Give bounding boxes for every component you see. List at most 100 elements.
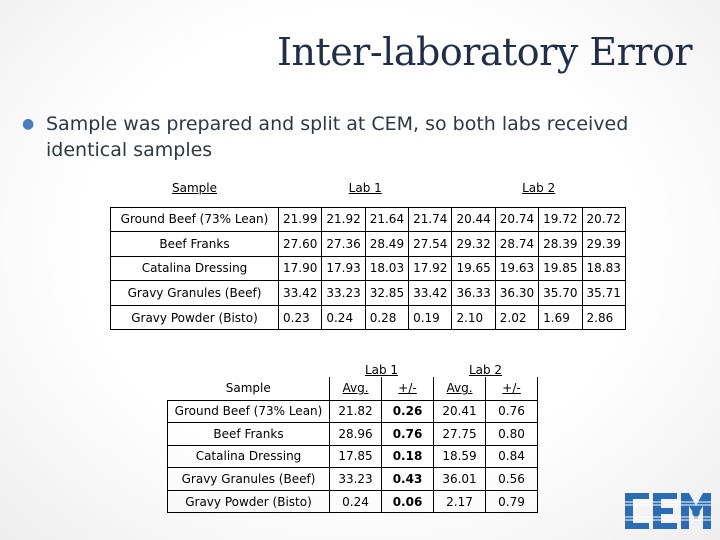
slide-title: Inter-laboratory Error <box>276 30 693 74</box>
lab2-value: 20.72 <box>581 206 626 233</box>
lab1-average: 33.23 <box>329 467 382 491</box>
sample-name: Gravy Granules (Beef) <box>110 280 279 306</box>
lab1-value: 21.64 <box>364 206 410 233</box>
lab2-value: 20.44 <box>451 206 496 233</box>
summary-table: Lab 1 Lab 2 Sample Avg. +/- Avg. +/- Gro… <box>167 357 538 514</box>
lab2-value: 36.33 <box>451 280 496 306</box>
lab2-value: 29.39 <box>581 231 626 257</box>
lab1-average: 0.24 <box>329 489 382 514</box>
lab1-error: 0.43 <box>381 467 434 491</box>
sample-name: Catalina Dressing <box>110 255 279 282</box>
lab1-value: 21.99 <box>277 206 323 233</box>
lab2-error: 0.76 <box>485 399 538 424</box>
lab1-value: 21.74 <box>408 206 453 233</box>
lab2-value: 19.65 <box>451 255 496 282</box>
lab1-value: 0.23 <box>277 304 323 331</box>
column-header-lab2-pm: +/- <box>485 377 538 401</box>
lab1-value: 32.85 <box>364 280 410 306</box>
lab2-average: 18.59 <box>433 444 486 469</box>
logo-mark <box>625 493 711 529</box>
sample-name: Catalina Dressing <box>167 444 330 469</box>
lab2-value: 29.32 <box>451 231 496 257</box>
lab2-error: 0.56 <box>485 467 538 491</box>
sample-name: Gravy Powder (Bisto) <box>110 304 279 331</box>
column-header-lab1: Lab 1 <box>364 363 399 377</box>
table-row: Gravy Granules (Beef) 33.23 0.43 36.01 0.56 <box>167 467 538 491</box>
lab2-average: 20.41 <box>433 399 486 424</box>
column-header-lab1: Lab 1 <box>348 181 382 195</box>
lab2-value: 19.72 <box>538 206 583 233</box>
bullet-dot-icon: ● <box>22 116 35 132</box>
table-row: Gravy Granules (Beef) 33.42 33.23 32.85 33.4… <box>110 280 626 306</box>
lab2-value: 2.02 <box>494 304 540 331</box>
sample-name: Gravy Powder (Bisto) <box>167 489 330 514</box>
lab1-value: 27.54 <box>408 231 453 257</box>
table-header-row: Sample Lab 1 Lab 2 <box>111 181 626 207</box>
lab1-average: 21.82 <box>329 399 382 424</box>
lab1-value: 18.03 <box>364 255 410 282</box>
lab2-error: 0.79 <box>485 489 538 514</box>
lab1-error: 0.76 <box>381 422 434 446</box>
lab1-value: 0.28 <box>364 304 410 331</box>
sample-name: Beef Franks <box>167 422 330 446</box>
table-row: Catalina Dressing 17.85 0.18 18.59 0.84 <box>167 444 538 469</box>
lab2-value: 20.74 <box>494 206 540 233</box>
lab2-value: 1.69 <box>538 304 583 331</box>
table-row: Beef Franks 28.96 0.76 27.75 0.80 <box>167 422 538 446</box>
bullet-point: ● Sample was prepared and split at CEM, … <box>22 111 662 163</box>
table-row: Beef Franks 27.60 27.36 28.49 27.54 29.32 28.7… <box>110 231 626 257</box>
column-header-sample: Sample <box>167 377 330 401</box>
lab1-value: 33.23 <box>321 280 366 306</box>
lab1-value: 17.92 <box>408 255 453 282</box>
lab1-average: 17.85 <box>329 444 382 469</box>
lab2-value: 19.63 <box>494 255 540 282</box>
lab2-value: 19.85 <box>538 255 583 282</box>
table-subheader-row: Sample Avg. +/- Avg. +/- <box>167 377 538 401</box>
sample-name: Ground Beef (73% Lean) <box>167 399 330 424</box>
table-header-row: Lab 1 Lab 2 <box>168 357 538 377</box>
lab2-value: 2.86 <box>581 304 626 331</box>
lab2-average: 2.17 <box>433 489 486 514</box>
lab2-value: 35.71 <box>581 280 626 306</box>
lab1-error: 0.18 <box>381 444 434 469</box>
lab1-value: 27.60 <box>277 231 323 257</box>
column-header-lab2: Lab 2 <box>522 181 556 195</box>
lab2-value: 35.70 <box>538 280 583 306</box>
lab2-value: 28.39 <box>538 231 583 257</box>
lab1-value: 0.19 <box>408 304 453 331</box>
lab2-value: 18.83 <box>581 255 626 282</box>
sample-name: Ground Beef (73% Lean) <box>110 206 279 233</box>
lab1-value: 27.36 <box>321 231 366 257</box>
lab1-error: 0.26 <box>381 399 434 424</box>
bullet-text: Sample was prepared and split at CEM, so… <box>46 113 629 161</box>
lab2-value: 36.30 <box>494 280 540 306</box>
lab1-value: 0.24 <box>321 304 366 331</box>
lab2-value: 28.74 <box>494 231 540 257</box>
table-row: Ground Beef (73% Lean) 21.82 0.26 20.41 0.76 <box>167 399 538 424</box>
table-row: Ground Beef (73% Lean) 21.99 21.92 21.64 21.… <box>110 206 626 233</box>
lab1-average: 28.96 <box>329 422 382 446</box>
column-header-lab2: Lab 2 <box>468 363 503 377</box>
column-header-lab1-avg: Avg. <box>329 377 382 401</box>
lab2-value: 2.10 <box>451 304 496 331</box>
raw-results-table: Sample Lab 1 Lab 2 Ground Beef (73% Lean… <box>110 181 626 331</box>
column-header-lab1-pm: +/- <box>381 377 434 401</box>
lab1-value: 33.42 <box>408 280 453 306</box>
table-row: Gravy Powder (Bisto) 0.24 0.06 2.17 0.79 <box>167 489 538 514</box>
lab2-error: 0.80 <box>485 422 538 446</box>
column-header-sample: Sample <box>172 181 217 195</box>
lab1-value: 28.49 <box>364 231 410 257</box>
lab1-value: 21.92 <box>321 206 366 233</box>
table-row: Gravy Powder (Bisto) 0.23 0.24 0.28 0.19 2.10… <box>110 304 626 331</box>
lab1-value: 33.42 <box>277 280 323 306</box>
lab1-value: 17.90 <box>277 255 323 282</box>
cem-logo <box>623 493 713 529</box>
table-row: Catalina Dressing 17.90 17.93 18.03 17.92 19.… <box>110 255 626 282</box>
sample-name: Gravy Granules (Beef) <box>167 467 330 491</box>
lab1-error: 0.06 <box>381 489 434 514</box>
lab2-error: 0.84 <box>485 444 538 469</box>
lab2-average: 36.01 <box>433 467 486 491</box>
lab2-average: 27.75 <box>433 422 486 446</box>
sample-name: Beef Franks <box>110 231 279 257</box>
lab1-value: 17.93 <box>321 255 366 282</box>
